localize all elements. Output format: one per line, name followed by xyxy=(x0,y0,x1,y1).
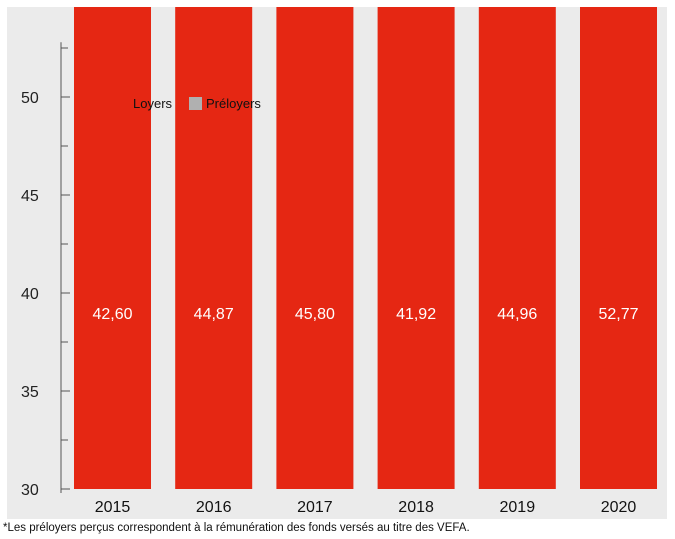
footnote: *Les préloyers perçus correspondent à la… xyxy=(3,522,470,534)
x-category-label: 2018 xyxy=(398,499,434,516)
bar-loyers xyxy=(175,7,253,489)
legend-swatch-loyers xyxy=(116,97,129,110)
bar-value-label: 44,96 xyxy=(497,306,537,323)
legend-label-loyers: Loyers xyxy=(133,96,173,111)
y-tick-label: 40 xyxy=(21,286,39,303)
bar-value-label: 42,60 xyxy=(92,306,132,323)
bar-loyers xyxy=(580,7,657,489)
bar-value-label: 45,80 xyxy=(295,306,335,323)
bars xyxy=(74,7,657,490)
bar-loyers xyxy=(377,7,455,489)
y-tick-label: 30 xyxy=(21,482,39,499)
x-category-label: 2019 xyxy=(500,499,536,516)
y-tick-label: 45 xyxy=(21,188,39,205)
bar-loyers xyxy=(478,7,556,490)
bar-loyers xyxy=(276,7,354,489)
y-axis: 30 35 40 45 50 xyxy=(21,42,70,499)
legend-swatch-preloyers xyxy=(189,97,202,110)
legend: Loyers Préloyers xyxy=(116,96,261,111)
bar-value-label: 44,87 xyxy=(194,306,234,323)
bar-value-label: 52,77 xyxy=(598,306,638,323)
y-tick-label: 35 xyxy=(21,384,39,401)
labels: 42,60201544,87201645,8020171,04*41,9242,… xyxy=(92,306,638,516)
x-category-label: 2020 xyxy=(601,499,637,516)
x-category-label: 2017 xyxy=(297,499,333,516)
bar-value-label: 41,92 xyxy=(396,306,436,323)
bar-loyers xyxy=(74,7,151,490)
x-category-label: 2015 xyxy=(95,499,131,516)
x-category-label: 2016 xyxy=(196,499,232,516)
y-tick-label: 50 xyxy=(21,90,39,107)
legend-label-preloyers: Préloyers xyxy=(206,96,261,111)
